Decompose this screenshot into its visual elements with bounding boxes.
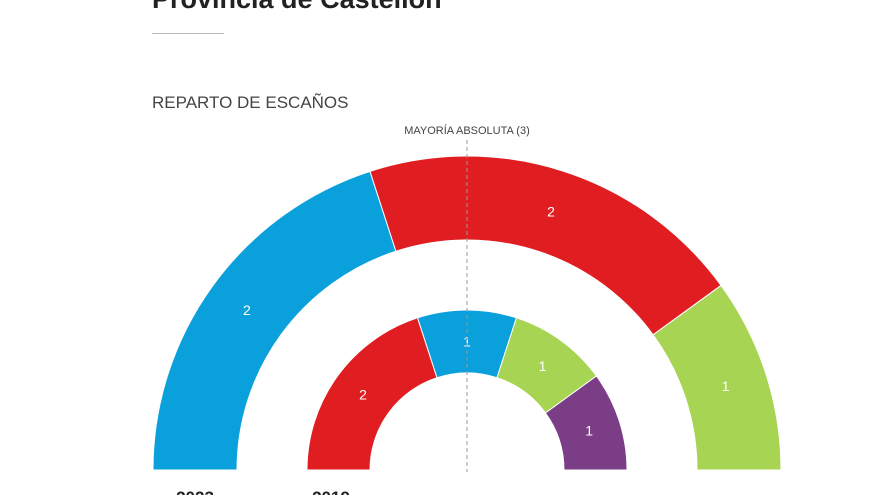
- ring-2019-seat-label-0: 2: [359, 386, 367, 402]
- ring-2023-segment-1: [369, 155, 722, 336]
- ring-2019-seat-label-1: 1: [463, 334, 471, 350]
- page-title: Provincia de Castellón: [152, 0, 442, 15]
- majority-label: MAYORÍA ABSOLUTA (3): [404, 124, 530, 137]
- ring-label-2019: 2019: [312, 488, 350, 495]
- ring-2023-segment-2: [652, 284, 782, 471]
- ring-2023-seat-label-2: 1: [722, 378, 730, 394]
- ring-2019-segment-3: [544, 375, 628, 471]
- ring-2023-seat-label-0: 2: [243, 302, 251, 318]
- section-title: REPARTO DE ESCAÑOS: [152, 93, 349, 112]
- ring-2023-seat-label-1: 2: [547, 203, 555, 219]
- ring-2019-seat-label-3: 1: [585, 422, 593, 438]
- ring-label-2023: 2023: [176, 488, 214, 495]
- ring-2019-segment-0: [306, 317, 438, 471]
- title-divider: [152, 33, 224, 34]
- ring-2019-seat-label-2: 1: [539, 358, 547, 374]
